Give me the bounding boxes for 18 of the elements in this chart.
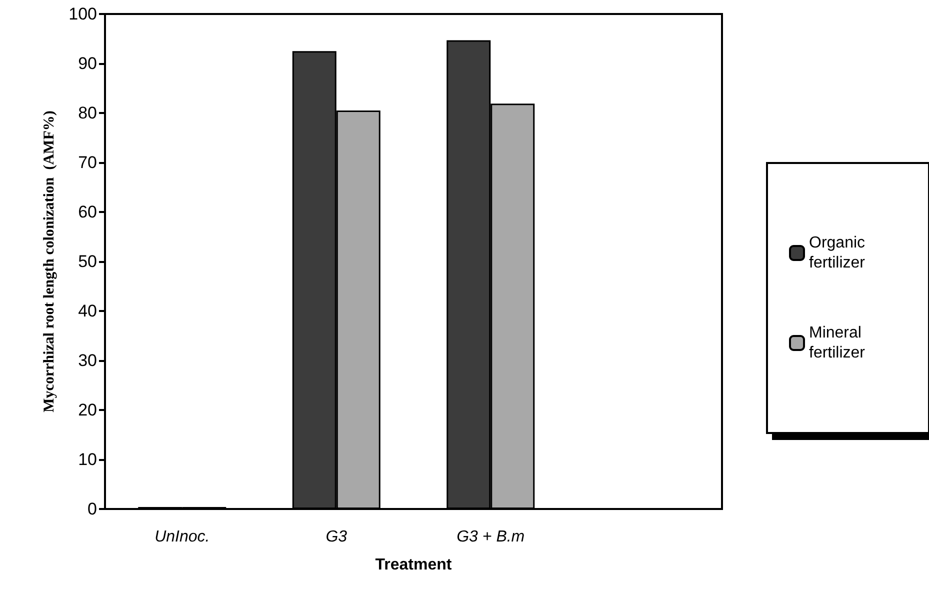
y-tick-label: 10 <box>78 450 97 469</box>
x-tick-label: G3 + B.m <box>456 528 525 546</box>
legend-label: Mineral fertilizer <box>809 324 866 362</box>
x-tick-label: G3 <box>326 528 348 546</box>
y-tick-label: 50 <box>78 252 97 271</box>
y-tick-label: 30 <box>78 351 97 370</box>
y-tick-label: 80 <box>78 104 97 122</box>
y-tick-label: 40 <box>78 302 97 320</box>
y-axis-title: Mycorrhizal root length colonization (AMF%) <box>42 110 58 412</box>
y-tick-label: 90 <box>78 54 97 73</box>
y-tick-label: 70 <box>78 153 97 172</box>
y-tick-label: 0 <box>88 500 97 518</box>
y-tick-label: 20 <box>78 400 97 420</box>
y-tick-label: 60 <box>78 202 97 222</box>
x-axis-title: Treatment <box>375 556 452 574</box>
y-tick-label: 100 <box>68 4 97 24</box>
x-tick-label: UnInoc. <box>154 528 210 546</box>
legend-label: Organic fertilizer <box>809 234 870 272</box>
